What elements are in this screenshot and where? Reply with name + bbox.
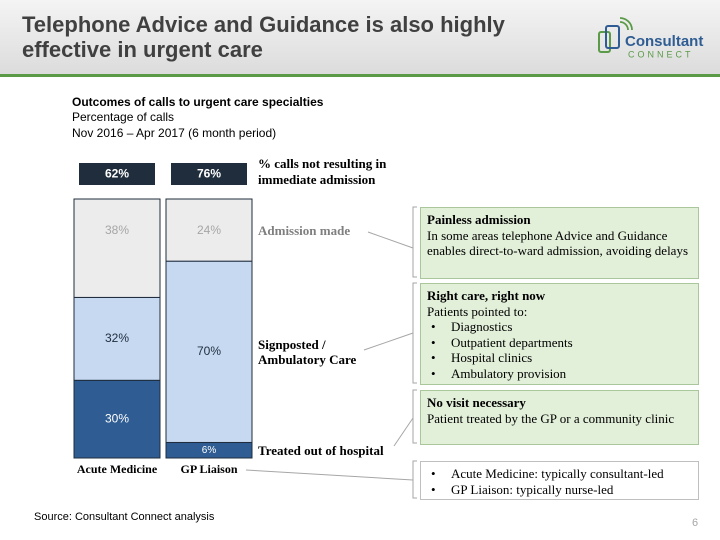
- chart-title: Outcomes of calls to urgent care special…: [72, 95, 324, 109]
- callout-body: Patient treated by the GP or a community…: [427, 410, 675, 426]
- total-label: 62%: [105, 167, 129, 181]
- connector: [367, 231, 414, 249]
- series-name: Signposted /: [258, 337, 326, 352]
- title-line: Telephone Advice and Guidance is also hi…: [22, 12, 505, 37]
- bullet: Hospital clinics: [427, 350, 692, 366]
- bullet: GP Liaison: typically nurse-led: [427, 482, 692, 498]
- logo-tagline: CONNECT: [628, 49, 694, 59]
- category-label: GP Liaison: [180, 462, 237, 476]
- title-line: effective in urgent care: [22, 37, 263, 62]
- value-label: 38%: [105, 223, 129, 237]
- logo-signal: [619, 17, 633, 31]
- bullet: Acute Medicine: typically consultant-led: [427, 466, 692, 482]
- bar-segment: [73, 198, 161, 298]
- bullet-list: Diagnostics Outpatient departments Hospi…: [427, 319, 692, 381]
- callout: Acute Medicine: typically consultant-led…: [420, 461, 699, 500]
- bullet: Outpatient departments: [427, 335, 692, 351]
- bullet: Diagnostics: [427, 319, 692, 335]
- logo: Consultant CONNECT: [598, 17, 703, 59]
- total-label: 76%: [197, 167, 221, 181]
- totals-caption: % calls not resulting in: [258, 156, 387, 171]
- bracket: [412, 460, 417, 499]
- bar-segment: [73, 379, 161, 459]
- bracket: [412, 389, 417, 444]
- bracket: [412, 282, 417, 384]
- bar-segment: [165, 198, 253, 262]
- series-name: Admission made: [258, 223, 350, 238]
- callout: Painless admission In some areas telepho…: [420, 207, 699, 279]
- series-name: Treated out of hospital: [258, 443, 384, 458]
- category-label: Acute Medicine: [77, 462, 158, 476]
- callout-title: No visit necessary: [427, 395, 526, 410]
- bracket: [412, 206, 417, 278]
- page-number: 6: [692, 517, 699, 529]
- bullet-list: Acute Medicine: typically consultant-led…: [427, 466, 692, 497]
- callout-body: In some areas telephone Advice and Guida…: [427, 227, 689, 259]
- total-badge: [171, 163, 247, 185]
- total-badge: [79, 163, 155, 185]
- connector: [363, 332, 414, 351]
- callout: No visit necessary Patient treated by th…: [420, 390, 699, 445]
- value-label: 6%: [202, 445, 217, 456]
- value-label: 32%: [105, 331, 129, 345]
- bullet: Ambulatory provision: [427, 366, 692, 382]
- callout-body: Patients pointed to:: [427, 303, 528, 319]
- bar-segment: [73, 296, 161, 381]
- value-label: 24%: [197, 223, 221, 237]
- connector: [393, 417, 414, 447]
- chart-subtitle: Nov 2016 – Apr 2017 (6 month period): [72, 126, 276, 140]
- callout-title: Right care, right now: [427, 288, 546, 303]
- logo-icon: [598, 31, 611, 53]
- callout-title: Painless admission: [427, 212, 531, 227]
- connector: [245, 469, 414, 481]
- value-label: 30%: [105, 411, 129, 425]
- logo-icon: [605, 25, 620, 49]
- callout: Right care, right now Patients pointed t…: [420, 283, 699, 385]
- logo-name: Consultant: [625, 33, 703, 50]
- series-name: Ambulatory Care: [258, 352, 357, 367]
- totals-caption: immediate admission: [258, 172, 376, 187]
- chart-subtitle: Percentage of calls: [72, 110, 174, 124]
- header: Telephone Advice and Guidance is also hi…: [0, 0, 720, 77]
- value-label: 70%: [197, 344, 221, 358]
- bar-segment: [165, 260, 253, 443]
- source: Source: Consultant Connect analysis: [34, 511, 215, 523]
